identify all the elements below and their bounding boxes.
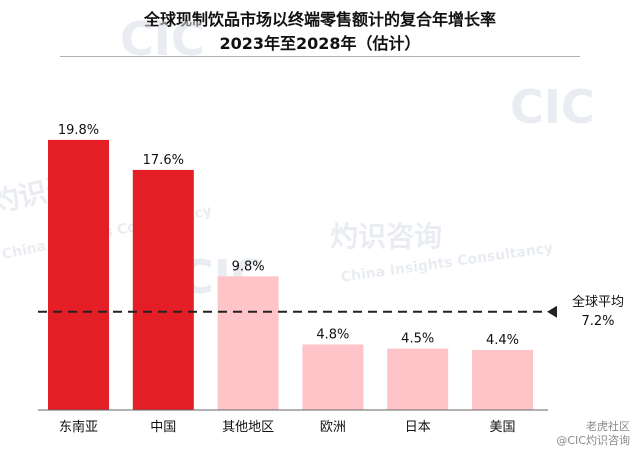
- data-label: 9.8%: [232, 259, 265, 274]
- x-tick-label: 美国: [489, 420, 515, 435]
- x-tick-label: 中国: [150, 420, 176, 435]
- data-label: 4.8%: [316, 328, 349, 343]
- x-tick-label: 其他地区: [222, 420, 274, 435]
- chart-title: 全球现制饮品市场以终端零售额计的复合年增长率: [143, 10, 496, 29]
- data-label: 4.4%: [486, 333, 519, 348]
- footer-account: @CIC灼识咨询: [556, 434, 630, 447]
- chart-subtitle: 2023年至2028年（估计）: [219, 34, 421, 53]
- footer-source: 老虎社区: [586, 420, 630, 433]
- bar: [387, 348, 449, 410]
- bar: [132, 169, 194, 410]
- title-divider: [60, 56, 580, 57]
- data-label: 4.5%: [401, 332, 434, 347]
- reference-arrow: [547, 305, 557, 318]
- x-tick-label: 东南亚: [59, 419, 98, 435]
- data-label: 19.8%: [58, 123, 99, 138]
- bar: [217, 276, 279, 410]
- bar: [302, 344, 364, 410]
- footer: 老虎社区 @CIC灼识咨询: [556, 420, 630, 448]
- reference-value: 7.2%: [581, 314, 614, 329]
- x-tick-label: 欧洲: [320, 420, 346, 435]
- bar: [48, 139, 109, 410]
- x-tick-label: 日本: [405, 420, 431, 435]
- data-label: 17.6%: [143, 153, 184, 168]
- reference-label: 全球平均: [572, 294, 624, 310]
- bar: [472, 349, 533, 410]
